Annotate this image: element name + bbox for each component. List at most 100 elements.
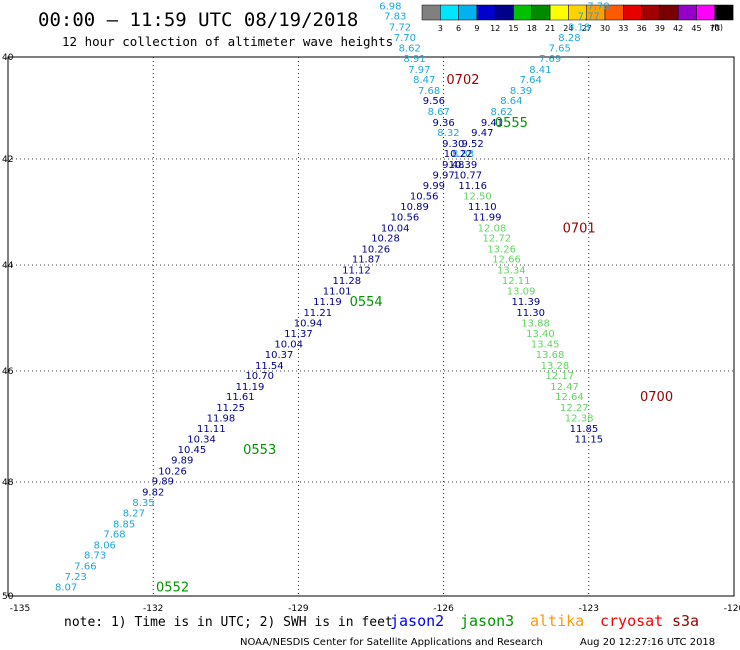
wave-height-point: 8.39 xyxy=(510,86,532,97)
colorbar-label: 45 xyxy=(691,24,701,33)
wave-height-point: 6.76 xyxy=(374,0,396,2)
wave-height-point: 11.21 xyxy=(303,308,332,319)
wave-height-point: 11.37 xyxy=(284,329,313,340)
legend-s3a: s3a xyxy=(672,612,699,630)
wave-height-point: 9.89 xyxy=(171,456,193,467)
x-tick-label: -123 xyxy=(579,604,599,614)
chart-title: 00:00 – 11:59 UTC 08/19/2018 xyxy=(38,9,358,31)
colorbar-swatch xyxy=(458,4,478,21)
wave-height-point: 8.62 xyxy=(491,107,513,118)
wave-height-point: 10.77 xyxy=(453,171,482,182)
wave-height-point: 10.28 xyxy=(371,234,400,245)
colorbar-label: 27 xyxy=(582,24,592,33)
wave-height-point: 8.33 xyxy=(597,0,619,2)
wave-height-point: 12.11 xyxy=(502,276,531,287)
wave-height-point: 8.64 xyxy=(500,96,522,107)
wave-height-point: 11.01 xyxy=(323,286,352,297)
wave-height-point: 9.52 xyxy=(462,139,484,150)
wave-height-point: 13.40 xyxy=(526,329,555,340)
wave-height-point: 11.30 xyxy=(516,308,545,319)
wave-height-point: 7.72 xyxy=(389,22,411,33)
wave-height-point: 11.61 xyxy=(226,392,255,403)
wave-height-point: 13.45 xyxy=(531,339,560,350)
wave-height-point: 10.26 xyxy=(158,466,187,477)
wave-height-point: 12.50 xyxy=(463,192,492,203)
wave-height-point: 11.39 xyxy=(512,297,541,308)
x-tick-label: -135 xyxy=(10,604,30,614)
wave-height-point: 10.26 xyxy=(362,244,391,255)
wave-height-point: 9.30 xyxy=(442,139,464,150)
wave-height-point: 7.83 xyxy=(384,12,406,23)
wave-height-point: 8.35 xyxy=(132,498,154,509)
colorbar-label: 9 xyxy=(474,24,479,33)
wave-height-point: 8.06 xyxy=(94,540,116,551)
wave-height-point: 11.19 xyxy=(236,382,265,393)
wave-height-point: 12.17 xyxy=(545,371,574,382)
wave-height-point: 10.04 xyxy=(274,339,303,350)
wave-height-point: 8.88 xyxy=(452,149,474,160)
colorbar-unit: (ft) xyxy=(711,23,723,32)
wave-height-point: 10.89 xyxy=(400,202,429,213)
y-tick-label: 50 xyxy=(2,592,14,602)
colorbar-swatch xyxy=(476,4,496,21)
footer-timestamp: Aug 20 12:27:16 UTC 2018 xyxy=(580,637,715,648)
legend-jason2: jason2 xyxy=(390,612,444,630)
wave-height-point: 10.04 xyxy=(381,223,410,234)
colorbar-label: 33 xyxy=(618,24,628,33)
wave-height-point: 10.22 xyxy=(444,149,473,160)
wave-height-point: 7.23 xyxy=(65,572,87,583)
wave-height-point: 7.78 xyxy=(587,1,609,12)
wave-height-point: 13.34 xyxy=(497,265,526,276)
wave-height-point: 12.47 xyxy=(550,382,579,393)
wave-height-point: 11.54 xyxy=(255,361,284,372)
wave-height-point: 11.85 xyxy=(570,424,599,435)
wave-height-point: 9.41 xyxy=(481,118,503,129)
colorbar-swatch xyxy=(494,4,514,21)
wave-height-point: 13.68 xyxy=(536,350,565,361)
plot-frame xyxy=(7,56,735,597)
legend-altika: altika xyxy=(530,612,584,630)
wave-height-point: 11.99 xyxy=(473,213,502,224)
wave-height-point: 8.32 xyxy=(437,128,459,139)
time-label: 0700 xyxy=(640,390,673,405)
wave-height-point: 10.37 xyxy=(265,350,294,361)
colorbar-label: 12 xyxy=(490,24,500,33)
wave-height-point: 7.97 xyxy=(408,65,430,76)
wave-height-point: 11.11 xyxy=(197,424,226,435)
colorbar-label: 15 xyxy=(508,24,518,33)
plot-grid xyxy=(7,56,735,597)
colorbar-swatch xyxy=(714,4,734,21)
colorbar-label: 18 xyxy=(527,24,537,33)
wave-height-point: 9.97 xyxy=(432,171,454,182)
wave-height-point: 11.25 xyxy=(216,403,245,414)
axis-ticks: -135 -132 -129 -126 -123 -120 40 42 44 46 48 50 xyxy=(2,53,740,614)
colorbar-label: 3 xyxy=(438,24,443,33)
y-tick-label: 42 xyxy=(2,155,13,165)
y-tick-label: 48 xyxy=(2,478,14,488)
colorbar-swatch xyxy=(696,4,716,21)
satellite-legend: jason2 jason3 altika cryosat s3a xyxy=(390,612,699,630)
wave-height-point: 10.94 xyxy=(294,318,323,329)
time-label: 0554 xyxy=(350,295,383,310)
data-points: 8.077.237.668.738.067.688.858.278.359.82… xyxy=(55,0,619,593)
footnote: note: 1) Time is in UTC; 2) SWH is in fe… xyxy=(64,615,393,630)
time-label: 0552 xyxy=(156,580,189,595)
x-tick-label: -120 xyxy=(724,604,740,614)
wave-height-point: 8.27 xyxy=(123,509,145,520)
time-label: 0555 xyxy=(495,116,528,131)
wave-height-point: 7.65 xyxy=(549,43,571,54)
wave-height-point: 8.62 xyxy=(399,43,421,54)
wave-height-point: 9.48 xyxy=(442,160,464,171)
time-label: 0702 xyxy=(446,73,479,88)
wave-height-point: 13.88 xyxy=(521,318,550,329)
wave-height-point: 7.68 xyxy=(103,530,125,541)
wave-height-point: 12.08 xyxy=(478,223,507,234)
y-tick-label: 40 xyxy=(2,53,14,63)
wave-height-point: 7.69 xyxy=(539,54,561,65)
wave-height-point: 13.09 xyxy=(507,286,536,297)
colorbar-swatch xyxy=(531,4,551,21)
y-tick-label: 46 xyxy=(2,367,14,377)
wave-height-point: 11.16 xyxy=(458,181,487,192)
wave-height-point: 9.47 xyxy=(471,128,493,139)
colorbar-label: 30 xyxy=(600,24,610,33)
